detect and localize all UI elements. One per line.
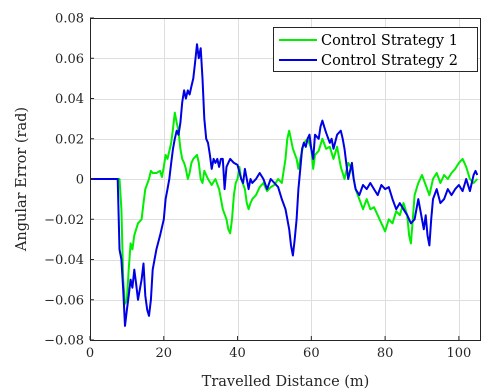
- y-axis-label: Angular Error (rad): [14, 107, 30, 252]
- series-line-2: [90, 43, 479, 327]
- y-tick-label: 0: [76, 173, 84, 188]
- x-axis-label: Travelled Distance (m): [202, 374, 370, 390]
- y-tick-label: −0.08: [44, 334, 84, 349]
- x-tick-label: 40: [229, 346, 246, 361]
- x-tick-label: 100: [446, 346, 471, 361]
- x-tick-label: 60: [303, 346, 320, 361]
- legend-box: [273, 27, 478, 72]
- legend: Control Strategy 1 Control Strategy 2: [273, 27, 478, 72]
- legend-label-1: Control Strategy 1: [321, 33, 458, 49]
- y-tick-label: 0.02: [55, 132, 84, 147]
- x-tick-label: 80: [377, 346, 394, 361]
- plot-lines: [90, 43, 479, 327]
- y-tick-label: 0.08: [55, 12, 84, 27]
- x-tick-label: 0: [86, 346, 94, 361]
- y-tick-label: −0.02: [44, 213, 84, 228]
- ticks: 0 20 40 60 80 100 −0.08 −0.06 −0.04 −0.02 0 0.02 0.0…: [44, 12, 471, 362]
- y-tick-label: 0.06: [55, 52, 84, 67]
- series-line-1: [90, 111, 479, 305]
- legend-label-2: Control Strategy 2: [321, 53, 458, 69]
- y-tick-label: −0.06: [44, 293, 84, 308]
- y-tick-label: 0.04: [55, 92, 84, 107]
- x-tick-label: 20: [156, 346, 173, 361]
- y-tick-label: −0.04: [44, 253, 84, 268]
